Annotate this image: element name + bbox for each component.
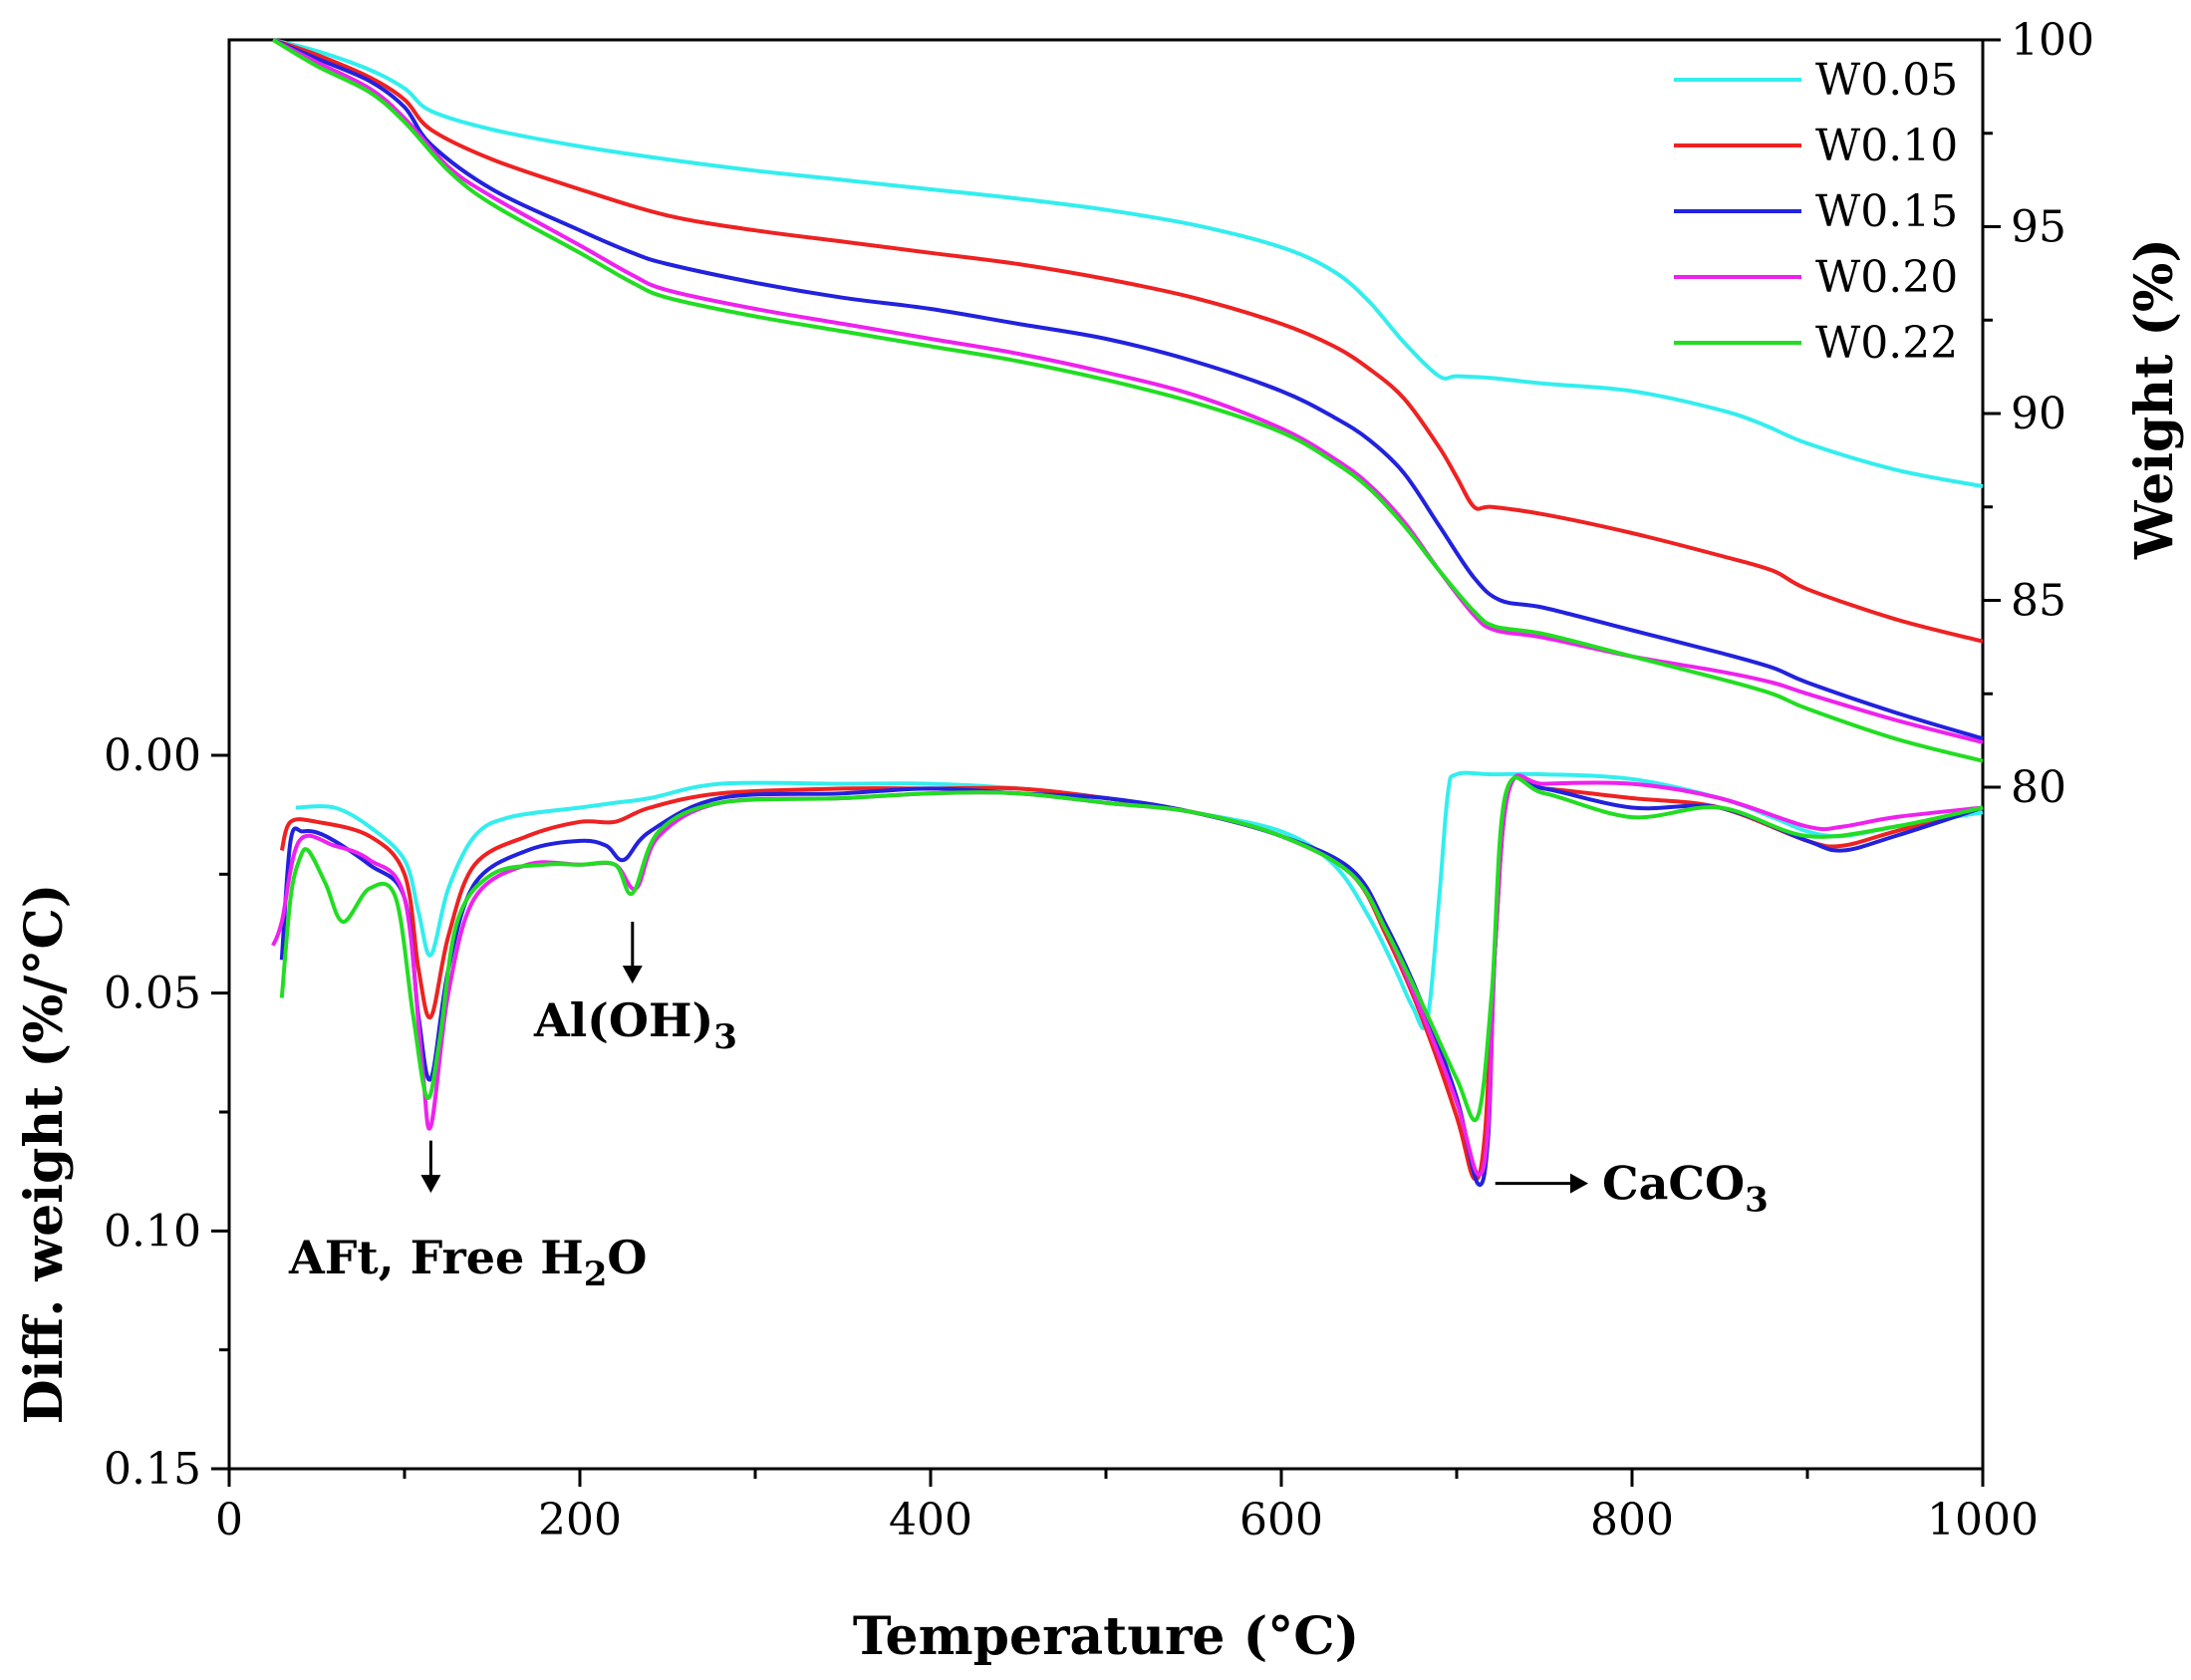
legend: W0.05 W0.10 W0.15 W0.20 W0.22 [1674, 55, 1958, 369]
legend-label-w022: W0.22 [1815, 318, 1958, 369]
tg-line-w010 [272, 38, 1984, 644]
aft-label-sub: 2 [584, 1255, 608, 1294]
right-axis-title: Weight (%) [2124, 238, 2185, 560]
aloh-label-sub: 3 [713, 1017, 737, 1057]
x-tick-label: 1000 [1927, 1495, 2039, 1545]
aft-label-tail: O [607, 1231, 647, 1284]
axis-ticks: 0 200 400 600 800 1000 0.00 0.05 0.10 0.15 80 85 90 9… [104, 15, 2094, 1545]
tg-line-w015 [272, 38, 1984, 741]
dtg-line-w010 [279, 774, 1984, 1182]
x-tick-label: 800 [1590, 1495, 1674, 1545]
caco3-label-main: CaCO [1602, 1157, 1745, 1211]
aloh-arrow-head [622, 966, 643, 984]
aft-label-main: AFt, Free H [288, 1231, 584, 1284]
tg-line-w022 [271, 38, 1984, 763]
caco3-label: CaCO3 [1602, 1157, 1769, 1221]
legend-label-w020: W0.20 [1815, 252, 1958, 303]
left-axis-title: Diff. weight (%/°C) [14, 884, 75, 1425]
aft-arrow-head [420, 1175, 441, 1194]
legend-label-w015: W0.15 [1815, 186, 1958, 237]
right-tick-label: 85 [2011, 576, 2066, 627]
left-tick-label: 0.00 [104, 730, 201, 781]
right-tick-label: 95 [2011, 202, 2066, 253]
caco3-arrow-head [1570, 1173, 1588, 1194]
left-tick-label: 0.10 [104, 1206, 201, 1257]
x-tick-label: 600 [1239, 1495, 1323, 1545]
aft-label: AFt, Free H2O [288, 1231, 647, 1294]
x-tick-label: 200 [538, 1495, 622, 1545]
tg-line-w005 [272, 38, 1984, 489]
x-tick-label: 400 [889, 1495, 972, 1545]
dtg-line-w022 [279, 775, 1984, 1122]
right-tick-label: 90 [2011, 389, 2066, 439]
caco3-label-sub: 3 [1745, 1181, 1769, 1221]
x-axis-title: Temperature (°C) [853, 1606, 1359, 1667]
series-layer [271, 38, 1984, 1188]
legend-label-w010: W0.10 [1815, 121, 1958, 171]
dtg-line-w015 [279, 774, 1984, 1188]
aloh-label: Al(OH)3 [533, 993, 737, 1057]
aloh-label-main: Al(OH) [533, 993, 713, 1047]
right-tick-label: 80 [2011, 762, 2066, 813]
right-tick-label: 100 [2011, 15, 2094, 66]
left-tick-label: 0.05 [104, 969, 201, 1019]
x-tick-label: 0 [215, 1495, 243, 1545]
left-tick-label: 0.15 [104, 1444, 201, 1495]
tg-line-w020 [272, 38, 1984, 744]
legend-label-w005: W0.05 [1815, 55, 1958, 106]
